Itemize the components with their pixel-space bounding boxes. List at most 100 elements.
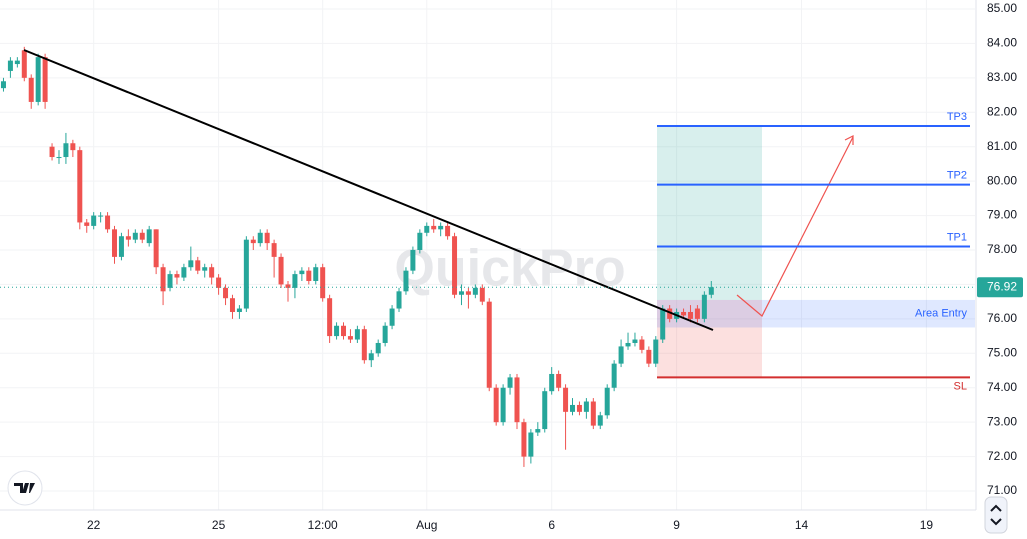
y-tick-label: 85.00 xyxy=(987,1,1017,15)
candle-body xyxy=(535,429,541,433)
candle-body xyxy=(542,391,548,430)
candle-body xyxy=(452,236,458,295)
candle-body xyxy=(112,229,118,257)
last-price-box xyxy=(977,277,1023,298)
overlay: Area Entry TP3 TP2 TP1 SL xyxy=(0,111,975,392)
candle-body xyxy=(160,267,166,292)
candle-body xyxy=(403,270,409,292)
y-tick-label: 73.00 xyxy=(987,414,1017,428)
candle-body xyxy=(56,157,62,159)
candle-body xyxy=(528,432,534,457)
y-tick-label: 74.00 xyxy=(987,380,1017,394)
x-tick-label: 14 xyxy=(795,518,809,532)
target-zone xyxy=(657,126,762,300)
candle-body xyxy=(181,267,187,278)
candle-body xyxy=(625,342,631,347)
last-price-label: 76.92 xyxy=(987,279,1017,293)
candle-body xyxy=(91,215,97,226)
candle-body xyxy=(618,346,624,364)
candle-body xyxy=(708,287,714,295)
candle-body xyxy=(472,287,478,295)
candle-body xyxy=(285,284,291,288)
candle-body xyxy=(410,250,416,271)
zones xyxy=(657,126,975,378)
candle-body xyxy=(646,349,652,364)
candle-body xyxy=(570,404,576,412)
candle-body xyxy=(98,215,104,217)
y-tick-label: 75.00 xyxy=(987,345,1017,359)
logo-mark xyxy=(14,483,35,493)
candle-body xyxy=(375,342,381,354)
trendline xyxy=(23,49,714,331)
candle-body xyxy=(667,308,673,319)
x-tick-label: 19 xyxy=(920,518,934,532)
candle-body xyxy=(292,274,298,288)
candle-body xyxy=(7,60,13,71)
x-tick-label: 25 xyxy=(212,518,226,532)
candle-body xyxy=(35,57,41,102)
candle-body xyxy=(660,308,666,340)
candle-body xyxy=(0,81,6,89)
candle-body xyxy=(639,339,645,350)
x-tick-label: Aug xyxy=(416,518,437,532)
scroll-button-bg[interactable] xyxy=(984,496,1008,534)
candle-body xyxy=(389,308,395,326)
candle-body xyxy=(306,270,312,281)
candle-body xyxy=(84,222,90,226)
arrow-head xyxy=(844,135,854,145)
candle-body xyxy=(611,363,617,388)
candle-body xyxy=(583,401,589,412)
candle-body xyxy=(556,373,562,388)
candle-body xyxy=(167,274,173,288)
candle-body xyxy=(438,225,444,230)
watermark: QuickPro xyxy=(394,240,625,298)
candle-body xyxy=(146,229,152,244)
candle-body xyxy=(486,301,492,388)
y-tick-label: 72.00 xyxy=(987,449,1017,463)
tv-logo xyxy=(7,470,43,506)
candle-body xyxy=(125,236,131,240)
y-tick-label: 84.00 xyxy=(987,36,1017,50)
entry-zone-label: Area Entry xyxy=(915,308,967,320)
candle-body xyxy=(236,308,242,312)
y-tick-label: 79.00 xyxy=(987,208,1017,222)
candle-body xyxy=(417,232,423,250)
candle-body xyxy=(431,225,437,230)
level-label: TP1 xyxy=(947,231,967,243)
candle-body xyxy=(320,267,326,299)
level-label: TP2 xyxy=(947,169,967,181)
x-tick-label: 9 xyxy=(673,518,680,532)
candle-body xyxy=(264,232,270,244)
candle-body xyxy=(188,260,194,268)
candle-body xyxy=(694,308,700,319)
candle-body xyxy=(493,387,499,423)
candle-body xyxy=(70,143,76,151)
candle-body xyxy=(563,387,569,412)
candle-body xyxy=(153,229,159,268)
candle-body xyxy=(250,239,256,244)
candle-body xyxy=(445,225,451,237)
y-tick-label: 82.00 xyxy=(987,104,1017,118)
candle-body xyxy=(334,325,340,337)
candle-body xyxy=(341,325,347,337)
candle-body xyxy=(21,50,27,78)
candle-body xyxy=(313,267,319,281)
candle-body xyxy=(195,260,201,271)
candle-body xyxy=(271,243,277,257)
candle-body xyxy=(257,232,263,244)
x-tick-label: 22 xyxy=(87,518,101,532)
candle-body xyxy=(597,415,603,426)
candle-body xyxy=(63,143,69,158)
y-tick-label: 78.00 xyxy=(987,242,1017,256)
entry-zone xyxy=(657,299,975,328)
candle-body xyxy=(28,77,34,102)
scroll-button[interactable] xyxy=(984,496,1008,534)
x-tick-label: 6 xyxy=(548,518,555,532)
candle-body xyxy=(347,336,353,340)
y-tick-label: 71.00 xyxy=(987,483,1017,497)
candle-body xyxy=(327,298,333,337)
candle-body xyxy=(42,57,48,102)
candle-body xyxy=(139,232,145,240)
